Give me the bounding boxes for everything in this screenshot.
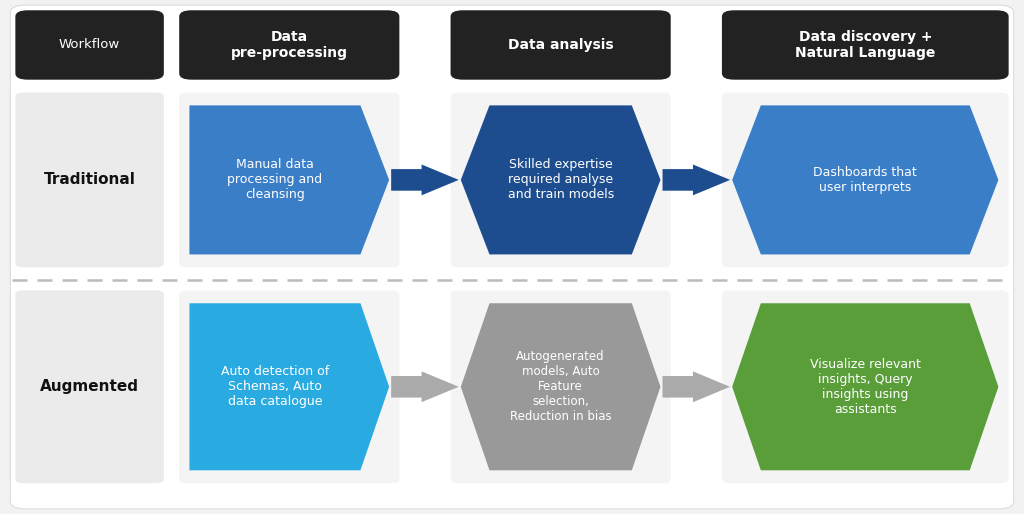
FancyBboxPatch shape xyxy=(15,290,164,483)
Polygon shape xyxy=(189,303,389,470)
Text: Augmented: Augmented xyxy=(40,379,139,394)
FancyBboxPatch shape xyxy=(179,93,399,267)
Polygon shape xyxy=(663,164,730,195)
FancyBboxPatch shape xyxy=(15,93,164,267)
Text: Traditional: Traditional xyxy=(44,172,135,188)
Polygon shape xyxy=(732,105,998,254)
Text: Data
pre-processing: Data pre-processing xyxy=(230,30,348,60)
Text: Visualize relevant
insights, Query
insights using
assistants: Visualize relevant insights, Query insig… xyxy=(810,358,921,416)
Text: Autogenerated
models, Auto
Feature
selection,
Reduction in bias: Autogenerated models, Auto Feature selec… xyxy=(510,350,611,424)
Text: Data analysis: Data analysis xyxy=(508,38,613,52)
Polygon shape xyxy=(461,303,660,470)
Text: Auto detection of
Schemas, Auto
data catalogue: Auto detection of Schemas, Auto data cat… xyxy=(221,365,329,408)
Text: Dashboards that
user interprets: Dashboards that user interprets xyxy=(813,166,918,194)
Polygon shape xyxy=(732,303,998,470)
Text: Skilled expertise
required analyse
and train models: Skilled expertise required analyse and t… xyxy=(508,158,613,201)
FancyBboxPatch shape xyxy=(451,93,671,267)
Polygon shape xyxy=(391,164,459,195)
Polygon shape xyxy=(663,371,730,402)
Text: Data discovery +
Natural Language: Data discovery + Natural Language xyxy=(795,30,936,60)
FancyBboxPatch shape xyxy=(722,93,1009,267)
Polygon shape xyxy=(461,105,660,254)
FancyBboxPatch shape xyxy=(10,5,1014,509)
FancyBboxPatch shape xyxy=(179,10,399,80)
FancyBboxPatch shape xyxy=(722,10,1009,80)
Polygon shape xyxy=(189,105,389,254)
FancyBboxPatch shape xyxy=(722,290,1009,483)
Text: Workflow: Workflow xyxy=(59,39,120,51)
FancyBboxPatch shape xyxy=(451,10,671,80)
Text: Manual data
processing and
cleansing: Manual data processing and cleansing xyxy=(227,158,323,201)
FancyBboxPatch shape xyxy=(179,290,399,483)
FancyBboxPatch shape xyxy=(451,290,671,483)
FancyBboxPatch shape xyxy=(15,10,164,80)
Polygon shape xyxy=(391,371,459,402)
